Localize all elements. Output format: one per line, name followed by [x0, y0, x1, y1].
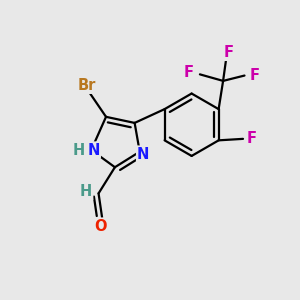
Text: Br: Br — [77, 78, 96, 93]
Text: O: O — [94, 219, 107, 234]
Text: F: F — [250, 68, 260, 83]
Text: F: F — [184, 65, 194, 80]
Text: N: N — [87, 142, 100, 158]
Text: F: F — [224, 45, 234, 60]
Text: F: F — [247, 131, 257, 146]
Text: H: H — [73, 142, 85, 158]
Text: H: H — [80, 184, 92, 200]
Text: N: N — [137, 147, 149, 162]
